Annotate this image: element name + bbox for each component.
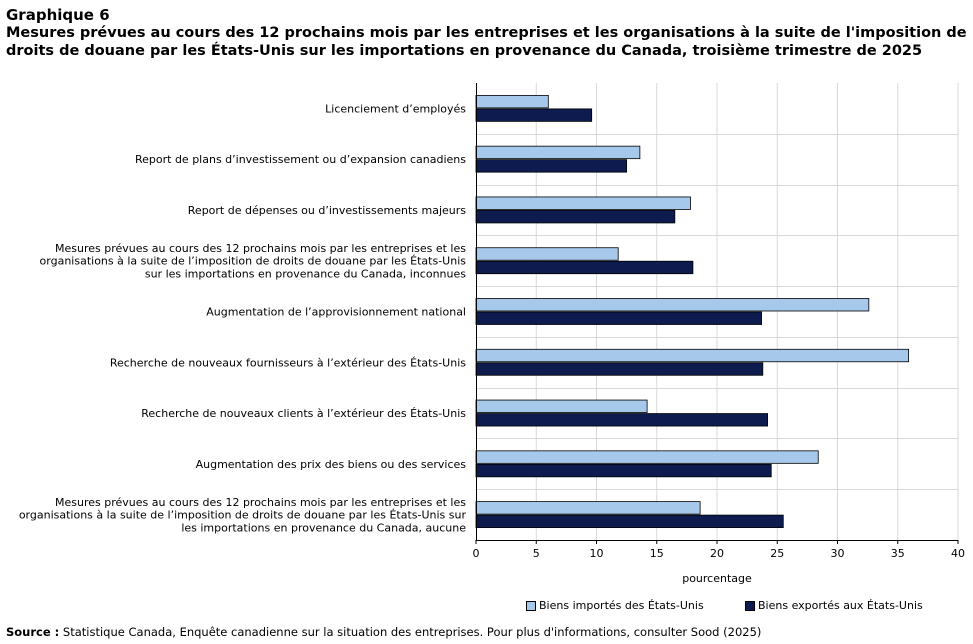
x-tick-label-30: 30 (831, 547, 845, 560)
source-note: Source : Statistique Canada, Enquête can… (6, 625, 761, 639)
category-label-6: Recherche de nouveaux clients à l’extéri… (141, 407, 466, 420)
category-label-2: Report de dépenses ou d’investissements … (188, 204, 466, 217)
source-label: Source : (6, 625, 60, 639)
legend-label-exported: Biens exportés aux États-Unis (758, 599, 923, 612)
category-label-7: Augmentation des prix des biens ou des s… (196, 458, 467, 471)
category-label-line: sur les importations en provenance du Ca… (145, 268, 466, 281)
legend-swatch-exported (745, 600, 755, 611)
bar-exported-6 (475, 413, 769, 427)
bar-imported-8 (475, 501, 701, 515)
category-label-line: Augmentation de l’approvisionnement nati… (206, 306, 466, 319)
category-label-line: Mesures prévues au cours des 12 prochain… (55, 496, 466, 509)
x-tick-label-25: 25 (770, 547, 784, 560)
category-label-0: Licenciement d’employés (325, 102, 466, 115)
x-tick-label-35: 35 (891, 547, 905, 560)
bar-exported-7 (475, 463, 772, 478)
bar-exported-8 (475, 514, 784, 529)
legend-swatch-imported (526, 600, 536, 611)
category-label-line: Recherche de nouveaux fournisseurs à l’e… (110, 356, 466, 369)
source-text: Statistique Canada, Enquête canadienne s… (62, 625, 762, 639)
x-tick-label-20: 20 (710, 547, 724, 560)
bar-imported-6 (475, 399, 648, 413)
x-tick-label-40: 40 (951, 547, 965, 560)
bar-imported-7 (475, 450, 819, 464)
legend-item-exported: Biens exportés aux États-Unis (745, 599, 923, 612)
bar-exported-0 (475, 108, 593, 122)
category-label-3: Mesures prévues au cours des 12 prochain… (40, 242, 467, 281)
category-label-line: Licenciement d’employés (325, 102, 466, 115)
x-tick-label-0: 0 (473, 547, 480, 560)
category-label-line: les importations en provenance du Canada… (181, 521, 466, 534)
category-label-4: Augmentation de l’approvisionnement nati… (206, 306, 466, 319)
category-label-line: Recherche de nouveaux clients à l’extéri… (141, 407, 466, 420)
figure-number: Graphique 6 (6, 6, 110, 24)
bar-imported-1 (475, 145, 641, 160)
category-label-line: Mesures prévues au cours des 12 prochain… (55, 242, 466, 255)
bar-imported-4 (475, 298, 870, 312)
bar-exported-4 (475, 311, 762, 325)
category-label-5: Recherche de nouveaux fournisseurs à l’e… (110, 356, 466, 369)
bar-exported-3 (475, 260, 694, 275)
category-label-line: Report de dépenses ou d’investissements … (188, 204, 466, 217)
bar-imported-3 (475, 247, 619, 261)
chart-title: Mesures prévues au cours des 12 prochain… (6, 25, 967, 59)
x-tick-label-10: 10 (590, 547, 604, 560)
x-tick-label-15: 15 (650, 547, 664, 560)
bar-imported-0 (475, 94, 549, 109)
legend-label-imported: Biens importés des États-Unis (539, 599, 704, 612)
category-label-line: Report de plans d’investissement ou d’ex… (135, 153, 466, 166)
x-tick-label-5: 5 (533, 547, 540, 560)
category-label-1: Report de plans d’investissement ou d’ex… (135, 153, 466, 166)
bar-exported-1 (475, 159, 628, 173)
bar-imported-5 (475, 348, 909, 363)
category-label-line: organisations à la suite de l’imposition… (19, 509, 467, 522)
legend-item-imported: Biens importés des États-Unis (526, 599, 704, 612)
category-label-8: Mesures prévues au cours des 12 prochain… (19, 496, 467, 535)
bar-exported-2 (475, 210, 676, 224)
x-axis-title: pourcentage (682, 572, 752, 585)
bar-exported-5 (475, 362, 764, 376)
category-label-line: Augmentation des prix des biens ou des s… (196, 458, 467, 471)
bar-imported-2 (475, 196, 691, 210)
chart-title-block: Graphique 6 Mesures prévues au cours des… (6, 6, 968, 60)
category-label-line: organisations à la suite de l’imposition… (40, 255, 467, 268)
